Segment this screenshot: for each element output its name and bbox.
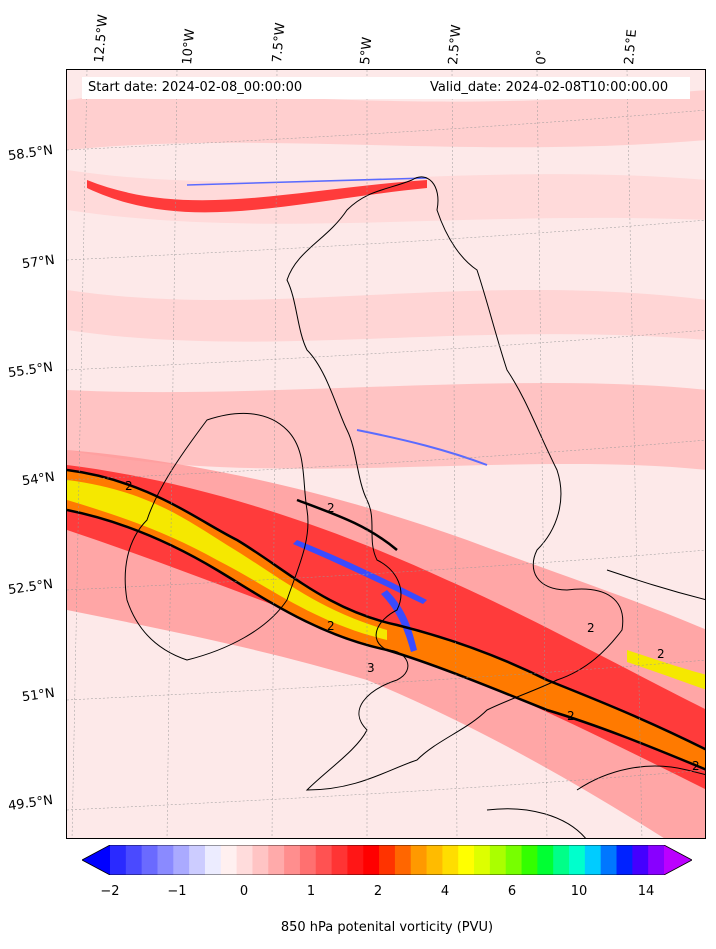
latitude-label: 52.5°N xyxy=(7,576,54,599)
pv-contour-3 xyxy=(296,498,398,551)
contour-label: 2 xyxy=(587,621,595,635)
colorbar-segment xyxy=(173,845,190,875)
colorbar-segment xyxy=(442,845,459,875)
ireland-coastline xyxy=(124,412,309,661)
contour-label: 2 xyxy=(567,709,575,723)
latitude-label: 55.5°N xyxy=(7,359,54,382)
colorbar-tick: 0 xyxy=(239,884,249,899)
longitude-label: 7.5°W xyxy=(270,22,289,64)
contour-label: 2 xyxy=(692,759,700,773)
colorbar-tick: −1 xyxy=(167,884,187,899)
colorbar-segment xyxy=(268,845,285,875)
colorbar-segment xyxy=(600,845,618,875)
colorbar-segment xyxy=(426,845,443,875)
colorbar-segment xyxy=(584,845,602,875)
contour-label: 2 xyxy=(125,479,133,493)
colorbar-segment xyxy=(394,845,412,875)
contour-label: 2 xyxy=(327,501,335,515)
potential-vorticity-map: 2 2 2 3 2 2 2 2 xyxy=(67,70,705,838)
pv-negative-filament-mid xyxy=(356,429,488,466)
contour-label: 3 xyxy=(367,661,375,675)
longitude-label: 2.5°W xyxy=(446,24,465,66)
colorbar-segment xyxy=(410,845,428,875)
contour-label: 2 xyxy=(657,647,665,661)
pv-negative-filament xyxy=(293,540,427,604)
contour-label: 2 xyxy=(327,619,335,633)
colorbar-segment xyxy=(236,845,253,875)
valid-date-label: Valid_date: 2024-02-08T10:00:00.00 xyxy=(430,80,669,95)
colorbar-segment xyxy=(157,845,174,875)
pv-band-mid-2 xyxy=(67,382,705,470)
colorbar-segment xyxy=(347,845,364,875)
colorbar-label: 850 hPa potenital vorticity (PVU) xyxy=(280,920,494,935)
colorbar-segment xyxy=(632,845,649,875)
colorbar-segment xyxy=(204,845,222,875)
colorbar-segment xyxy=(458,845,475,875)
pv-band-east-yellow xyxy=(627,650,705,690)
colorbar-segment xyxy=(220,845,238,875)
colorbar-segment xyxy=(616,845,633,875)
colorbar-segment xyxy=(299,845,317,875)
graticule xyxy=(67,70,705,838)
colorbar-segment xyxy=(110,845,127,875)
longitude-label: 2.5°E xyxy=(622,28,641,66)
latitude-label: 54°N xyxy=(21,469,56,490)
colorbar-segment xyxy=(331,845,348,875)
longitude-label: 12.5°W xyxy=(92,13,112,64)
latitude-label: 57°N xyxy=(21,252,56,273)
continent-coastline xyxy=(606,569,705,601)
pv-negative-filament-north xyxy=(186,177,428,186)
latitude-label: 49.5°N xyxy=(7,792,54,815)
colorbar-segment xyxy=(505,845,523,875)
colorbar-tick: 14 xyxy=(637,884,655,899)
longitude-label: 0° xyxy=(534,49,551,66)
pv-filament-north xyxy=(87,180,427,213)
colorbar-tick: 6 xyxy=(507,884,517,899)
colorbar-tick: 2 xyxy=(373,884,383,899)
colorbar-segment xyxy=(363,845,380,875)
france-coastline xyxy=(576,765,705,791)
colorbar-segment xyxy=(553,845,570,875)
colorbar-segment xyxy=(252,845,269,875)
france-coastline-west xyxy=(486,808,586,838)
colorbar-segment xyxy=(521,845,538,875)
colorbar-segment xyxy=(189,845,206,875)
longitude-label: 5°W xyxy=(358,36,376,66)
colorbar-extend-min xyxy=(82,845,110,875)
colorbar-tick: 1 xyxy=(306,884,316,899)
map-panel: 2 2 2 3 2 2 2 2 xyxy=(66,69,706,839)
pv-band-north xyxy=(67,90,705,150)
colorbar-tick: 4 xyxy=(440,884,450,899)
start-date-label: Start date: 2024-02-08_00:00:00 xyxy=(88,80,303,95)
pv-negative-filament-2 xyxy=(381,590,417,652)
colorbar-segment xyxy=(474,845,491,875)
pv-band-mid xyxy=(67,290,705,342)
colorbar-segment xyxy=(489,845,507,875)
colorbar-segment xyxy=(379,845,396,875)
date-header-box xyxy=(82,77,690,99)
colorbar-segment xyxy=(537,845,554,875)
colorbar-segment xyxy=(648,845,665,875)
colorbar-segment xyxy=(141,845,158,875)
great-britain-coastline xyxy=(286,176,624,791)
latitude-label: 58.5°N xyxy=(7,142,54,165)
longitude-label: 10°W xyxy=(180,28,199,66)
colorbar xyxy=(82,845,692,875)
colorbar-segment xyxy=(284,845,301,875)
colorbar-tick: −2 xyxy=(100,884,120,899)
colorbar-segment xyxy=(569,845,586,875)
pv-contour-2-north xyxy=(67,468,705,751)
latitude-label: 51°N xyxy=(21,685,56,706)
colorbar-tick: 10 xyxy=(570,884,588,899)
colorbar-segment xyxy=(315,845,333,875)
colorbar-extend-max xyxy=(664,845,692,875)
colorbar-segment xyxy=(125,845,143,875)
